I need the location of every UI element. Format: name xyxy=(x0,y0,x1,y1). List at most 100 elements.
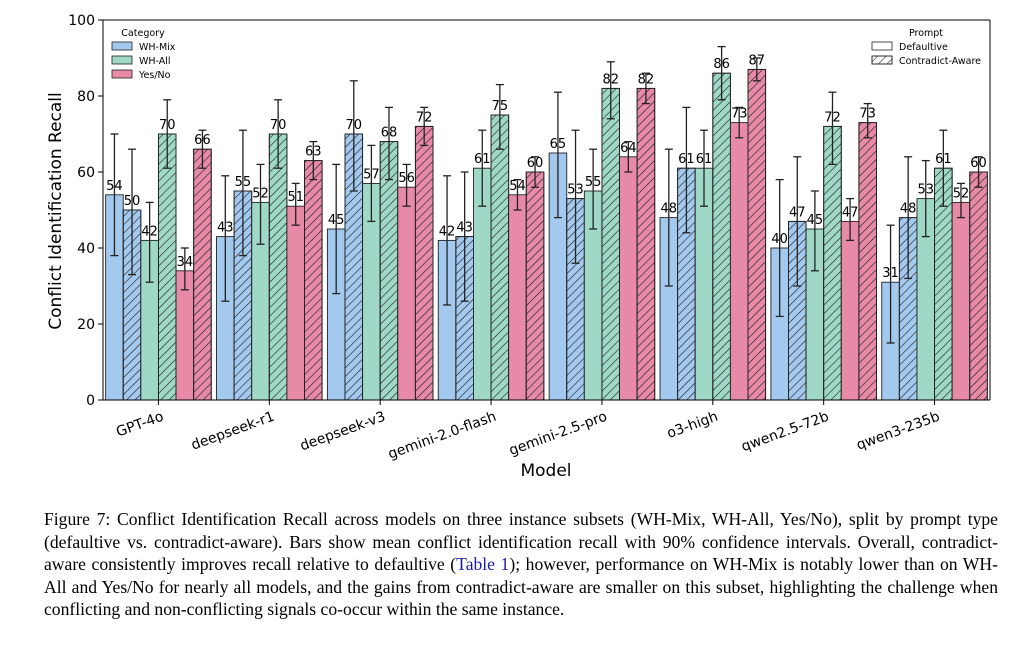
data-label-gemini-2-5-pro-yes-no-contradict-aware: 82 xyxy=(638,72,655,87)
bar-qwen3-235b-yes-no-defaultive xyxy=(951,201,971,401)
data-label-o3-high-wh-all-defaultive: 61 xyxy=(696,152,713,167)
y-tick-label-80: 80 xyxy=(77,89,95,105)
data-label-gemini-2-5-pro-wh-mix-defaultive: 65 xyxy=(550,137,567,152)
data-label-gemini-2-5-pro-wh-mix-contradict-aware: 53 xyxy=(567,183,584,198)
data-label-qwen2-5-72b-wh-all-contradict-aware: 72 xyxy=(824,110,841,125)
x-tick-label-deepseek-r1: deepseek-r1 xyxy=(189,409,277,454)
data-label-gpt-4o-yes-no-contradict-aware: 66 xyxy=(194,133,211,148)
x-tick-label-qwen2-5-72b: qwen2.5-72b xyxy=(739,409,831,455)
category-legend-title: Category xyxy=(121,28,165,39)
data-label-deepseek-v3-wh-mix-contradict-aware: 70 xyxy=(346,118,363,133)
y-tick-label-60: 60 xyxy=(77,165,95,181)
data-label-gpt-4o-wh-mix-defaultive: 54 xyxy=(106,179,123,194)
legend-label-contradict-aware: Contradict-Aware xyxy=(899,56,981,67)
data-label-o3-high-yes-no-defaultive: 73 xyxy=(731,107,748,122)
data-label-o3-high-yes-no-contradict-aware: 87 xyxy=(749,53,766,68)
data-label-deepseek-v3-yes-no-contradict-aware: 72 xyxy=(416,110,433,125)
data-label-gemini-2-0-flash-wh-mix-defaultive: 42 xyxy=(439,224,456,239)
data-label-gemini-2-0-flash-yes-no-defaultive: 54 xyxy=(509,179,526,194)
prompt-legend: Prompt Defaultive Contradict-Aware xyxy=(871,28,981,67)
data-label-qwen3-235b-wh-all-defaultive: 53 xyxy=(917,183,934,198)
legend-swatch-hatch-contradict-aware xyxy=(871,55,893,65)
legend-label-wh-all: WH-All xyxy=(139,56,171,67)
legend-label-defaultive: Defaultive xyxy=(899,42,948,53)
data-label-deepseek-r1-yes-no-contradict-aware: 63 xyxy=(305,145,322,160)
bar-hatch-qwen2-5-72b-wh-all-contradict-aware xyxy=(823,125,842,401)
bar-hatch-gpt-4o-yes-no-contradict-aware xyxy=(193,148,212,401)
data-label-gpt-4o-wh-mix-contradict-aware: 50 xyxy=(124,194,141,209)
data-label-deepseek-v3-wh-mix-defaultive: 45 xyxy=(328,213,345,228)
prompt-legend-title: Prompt xyxy=(909,28,943,39)
data-label-deepseek-v3-wh-all-contradict-aware: 68 xyxy=(381,126,398,141)
caption-label: Figure 7: xyxy=(44,509,111,529)
y-tick-label-40: 40 xyxy=(77,241,95,257)
bar-hatch-deepseek-v3-yes-no-contradict-aware xyxy=(414,125,434,401)
legend-swatch-yes-no xyxy=(111,69,133,79)
bar-qwen2-5-72b-yes-no-defaultive xyxy=(840,220,860,401)
data-label-qwen2-5-72b-wh-all-defaultive: 45 xyxy=(807,213,824,228)
category-legend: Category WH-Mix WH-All Yes/No xyxy=(111,28,176,81)
bar-gemini-2-0-flash-yes-no-defaultive xyxy=(508,194,527,401)
y-tick-label-100: 100 xyxy=(68,13,95,29)
legend-swatch-defaultive xyxy=(871,41,893,51)
bar-hatch-gpt-4o-wh-all-contradict-aware xyxy=(157,133,177,401)
data-label-qwen3-235b-yes-no-defaultive: 52 xyxy=(953,186,970,201)
data-label-qwen3-235b-yes-no-contradict-aware: 60 xyxy=(970,156,987,171)
bar-o3-high-yes-no-defaultive xyxy=(729,122,749,401)
bar-deepseek-r1-yes-no-defaultive xyxy=(286,205,305,401)
legend-swatch-wh-mix xyxy=(111,41,133,51)
data-label-gemini-2-5-pro-wh-all-contradict-aware: 82 xyxy=(602,72,619,87)
bar-hatch-qwen2-5-72b-yes-no-contradict-aware xyxy=(858,122,877,401)
bar-deepseek-v3-yes-no-defaultive xyxy=(397,186,416,401)
data-label-qwen3-235b-wh-mix-contradict-aware: 48 xyxy=(900,202,917,217)
bar-hatch-deepseek-v3-wh-all-contradict-aware xyxy=(379,141,399,401)
y-tick-label-20: 20 xyxy=(77,317,95,333)
data-label-deepseek-v3-yes-no-defaultive: 56 xyxy=(398,171,415,186)
recall-bar-chart: GPT-4o deepseek-r1 deepseek-v3gemini-2.0-f… xyxy=(46,13,991,481)
bar-hatch-gemini-2-5-pro-wh-all-contradict-aware xyxy=(601,87,620,401)
caption-text-2: ); however, performance on WH-Mix is not… xyxy=(44,554,998,619)
legend-label-wh-mix: WH-Mix xyxy=(139,42,176,53)
data-label-deepseek-r1-wh-all-defaultive: 52 xyxy=(252,186,269,201)
figure-caption: Figure 7: Conflict Identification Recall… xyxy=(44,508,998,621)
caption-text-1: Conflict Identification Recall across mo… xyxy=(44,509,998,574)
data-label-gemini-2-0-flash-yes-no-contradict-aware: 60 xyxy=(527,156,544,171)
data-label-gpt-4o-yes-no-defaultive: 34 xyxy=(177,255,194,270)
data-label-deepseek-r1-yes-no-defaultive: 51 xyxy=(287,190,304,205)
data-label-deepseek-v3-wh-all-defaultive: 57 xyxy=(363,167,380,182)
data-label-gemini-2-0-flash-wh-all-defaultive: 61 xyxy=(474,152,491,167)
x-tick-label-qwen3-235b: qwen3-235b xyxy=(854,409,942,454)
bar-gemini-2-5-pro-yes-no-defaultive xyxy=(619,156,638,401)
data-label-o3-high-wh-mix-defaultive: 48 xyxy=(661,202,678,217)
x-tick-label-deepseek-v3: deepseek-v3 xyxy=(298,409,388,455)
x-axis-label: Model xyxy=(520,461,571,481)
bar-hatch-gemini-2-0-flash-yes-no-contradict-aware xyxy=(525,171,545,401)
bar-hatch-o3-high-wh-all-contradict-aware xyxy=(712,72,731,401)
data-label-deepseek-r1-wh-all-contradict-aware: 70 xyxy=(270,118,287,133)
data-label-qwen2-5-72b-yes-no-contradict-aware: 73 xyxy=(859,107,876,122)
data-label-o3-high-wh-mix-contradict-aware: 61 xyxy=(678,152,695,167)
data-label-qwen3-235b-wh-mix-defaultive: 31 xyxy=(882,266,899,281)
bar-hatch-qwen3-235b-yes-no-contradict-aware xyxy=(969,171,988,401)
x-tick-label-o3-high: o3-high xyxy=(665,409,720,442)
table-1-link[interactable]: Table 1 xyxy=(456,554,510,574)
data-label-deepseek-r1-wh-mix-defaultive: 43 xyxy=(217,221,234,236)
x-tick-label-gemini-2-0-flash: gemini-2.0-flash xyxy=(386,409,498,463)
bar-hatch-o3-high-yes-no-contradict-aware xyxy=(747,68,767,401)
data-label-gpt-4o-wh-all-defaultive: 42 xyxy=(141,224,158,239)
data-label-gemini-2-0-flash-wh-mix-contradict-aware: 43 xyxy=(456,221,473,236)
x-tick-label-gemini-2-5-pro: gemini-2.5-pro xyxy=(507,409,609,459)
data-label-o3-high-wh-all-contradict-aware: 86 xyxy=(713,57,730,72)
x-tick-label-gpt-4o: GPT-4o xyxy=(114,409,166,441)
legend-label-yes-no: Yes/No xyxy=(138,70,171,81)
legend-swatch-wh-all xyxy=(111,55,133,65)
data-label-qwen2-5-72b-wh-mix-contradict-aware: 47 xyxy=(789,205,806,220)
bar-hatch-gemini-2-0-flash-wh-all-contradict-aware xyxy=(490,114,510,401)
data-label-gemini-2-5-pro-yes-no-defaultive: 64 xyxy=(620,141,637,156)
data-label-gemini-2-0-flash-wh-all-contradict-aware: 75 xyxy=(492,99,509,114)
y-axis-label: Conflict Identification Recall xyxy=(46,92,66,329)
data-label-gpt-4o-wh-all-contradict-aware: 70 xyxy=(159,118,176,133)
bar-hatch-gemini-2-5-pro-yes-no-contradict-aware xyxy=(636,87,656,401)
y-tick-label-0: 0 xyxy=(86,393,95,409)
data-label-deepseek-r1-wh-mix-contradict-aware: 55 xyxy=(235,175,252,190)
